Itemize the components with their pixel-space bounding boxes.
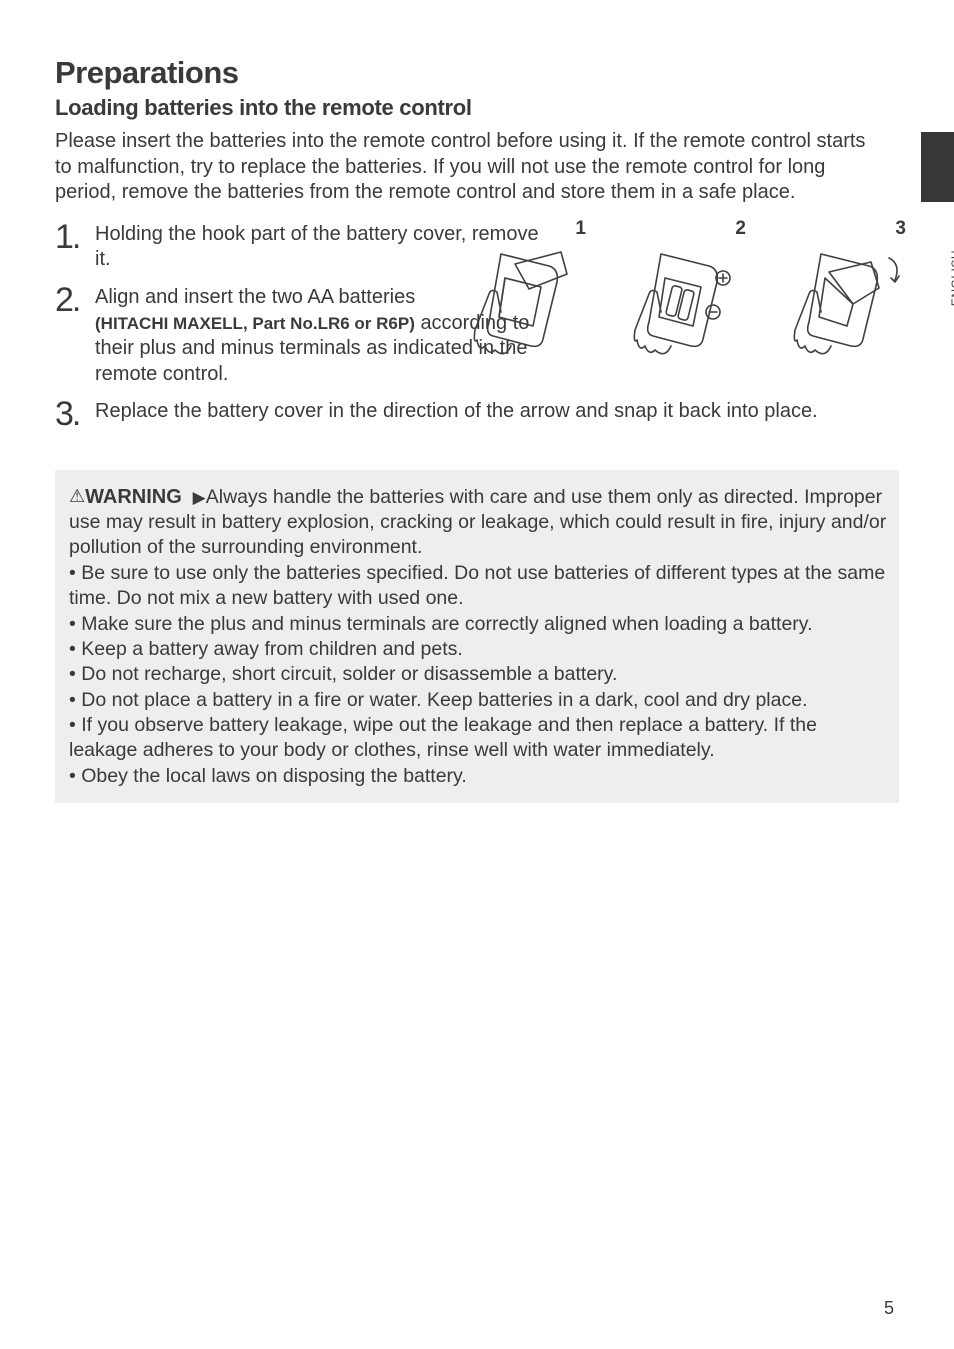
warning-bullet: Obey the local laws on disposing the bat… <box>81 765 467 787</box>
arrow-icon: ▶ <box>193 487 206 509</box>
warning-bullet: Do not place a battery in a fire or wate… <box>81 689 807 711</box>
remote-open-cover-icon <box>471 244 601 359</box>
warning-bullet: If you observe battery leakage, wipe out… <box>69 714 817 761</box>
illustration-3: 3 <box>791 218 921 359</box>
warning-bullet: Do not recharge, short circuit, solder o… <box>81 663 617 685</box>
illustration-1: 1 <box>471 218 601 359</box>
illustration-number: 3 <box>895 218 906 240</box>
warning-box: ⚠WARNING ▶Always handle the batteries wi… <box>55 470 899 803</box>
remote-insert-batteries-icon <box>631 244 761 359</box>
step-text-a: Align and insert the two AA batteries <box>95 286 415 308</box>
page-title: Preparations <box>55 55 899 91</box>
warning-label: WARNING <box>85 486 182 508</box>
language-tab <box>921 132 954 202</box>
remote-close-cover-icon <box>791 244 921 359</box>
intro-paragraph: Please insert the batteries into the rem… <box>55 129 875 206</box>
illustration-number: 2 <box>735 218 746 240</box>
page-number: 5 <box>884 1298 894 1319</box>
step-number: 3. <box>55 397 95 431</box>
warning-triangle-icon: ⚠ <box>69 485 85 508</box>
warning-lead: Always handle the batteries with care an… <box>69 486 886 559</box>
step-number: 1. <box>55 220 95 254</box>
step-3: 3. Replace the battery cover in the dire… <box>55 395 875 431</box>
illustration-number: 1 <box>575 218 586 240</box>
warning-bullet: Keep a battery away from children and pe… <box>81 638 463 660</box>
warning-bullet: Be sure to use only the batteries specif… <box>69 562 885 609</box>
illustration-row: 1 2 <box>471 218 921 359</box>
illustration-2: 2 <box>631 218 761 359</box>
step-text-bold: (HITACHI MAXELL, Part No.LR6 or R6P) <box>95 314 415 333</box>
warning-bullet: Make sure the plus and minus terminals a… <box>81 613 812 635</box>
step-text: Replace the battery cover in the directi… <box>95 395 875 425</box>
step-number: 2. <box>55 283 95 317</box>
language-label: ENGLISH <box>949 250 954 306</box>
section-title: Loading batteries into the remote contro… <box>55 95 899 121</box>
